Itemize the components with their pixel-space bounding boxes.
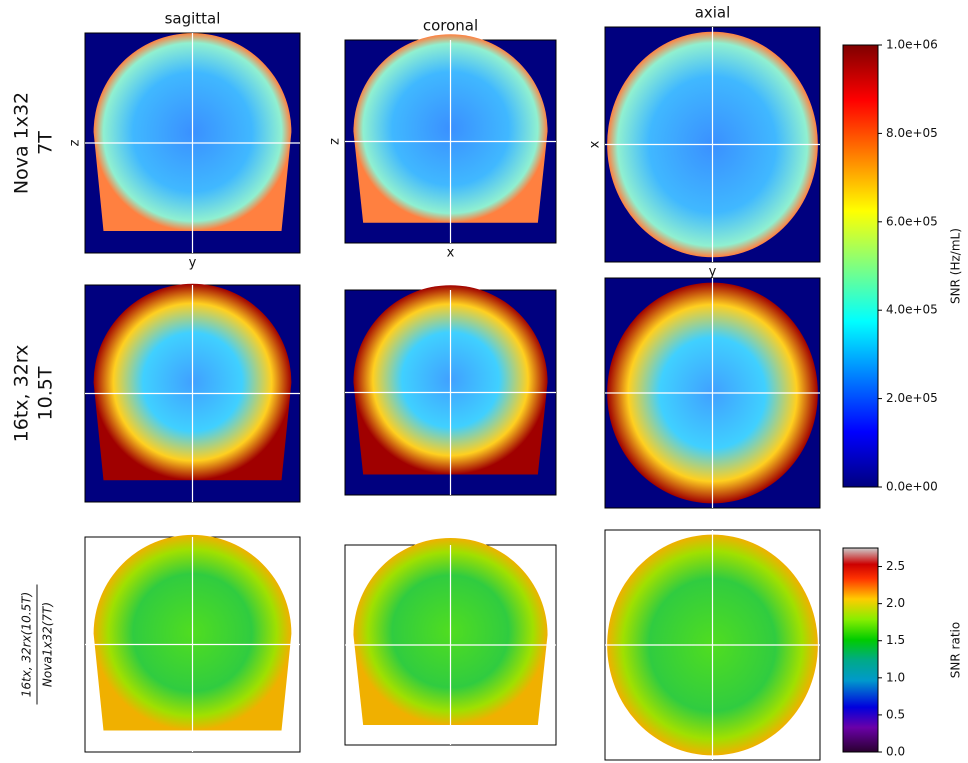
- row-label: Nova 1x32: [11, 92, 33, 194]
- figure: sagittal z y coronal z x axial x y Nova 1x327T 16t…: [0, 0, 968, 763]
- axis-label: y: [709, 265, 717, 280]
- column-title: coronal: [423, 17, 478, 35]
- axis-label: z: [68, 139, 83, 146]
- colorbar-tick-label: 0.0: [886, 745, 905, 759]
- colorbar-label: SNR ratio: [949, 622, 963, 678]
- axis-label: y: [189, 256, 197, 271]
- colorbar-tick-label: 0.5: [886, 707, 905, 721]
- axis-label: x: [447, 246, 455, 261]
- colorbar-tick-label: 1.5: [886, 633, 905, 647]
- axis-label: z: [328, 138, 343, 145]
- row-label-numerator: 16tx, 32rx(10.5T): [20, 592, 34, 697]
- colorbar-tick-label: 4.0e+05: [886, 303, 938, 317]
- colorbar-tick-label: 1.0: [886, 670, 905, 684]
- colorbar-tick-label: 8.0e+05: [886, 126, 938, 140]
- row-label: 7T: [35, 131, 57, 155]
- column-title: axial: [695, 4, 731, 22]
- colorbar-tick-label: 2.0e+05: [886, 391, 938, 405]
- colorbar-tick-label: 1.0e+06: [886, 38, 938, 52]
- colorbar-tick-label: 2.0: [886, 596, 905, 610]
- column-title: sagittal: [165, 10, 221, 28]
- row-label-denominator: Nova1x32(7T): [41, 602, 55, 687]
- colorbar-tick-label: 2.5: [886, 559, 905, 573]
- axis-label: x: [588, 140, 603, 148]
- row-label: 16tx, 32rx: [11, 345, 33, 443]
- colorbar: [843, 548, 878, 752]
- colorbar: [843, 45, 878, 487]
- colorbar-tick-label: 0.0e+00: [886, 480, 938, 494]
- colorbar-label: SNR (Hz/mL): [949, 228, 963, 304]
- row-label: 10.5T: [35, 366, 57, 420]
- colorbar-tick-label: 6.0e+05: [886, 214, 938, 228]
